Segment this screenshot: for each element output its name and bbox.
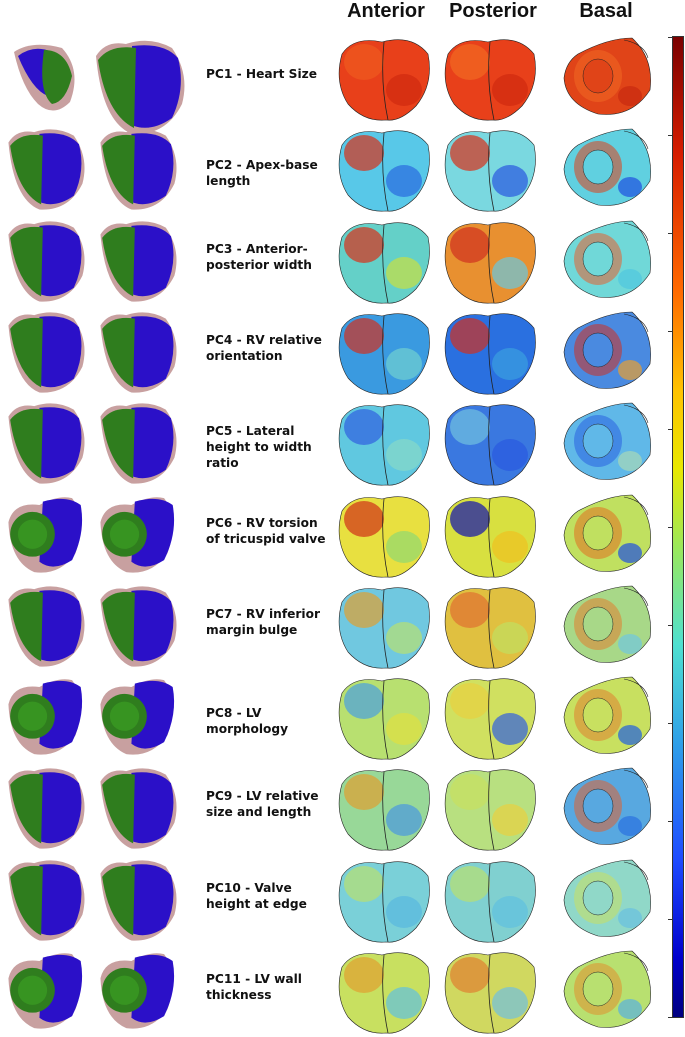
pc-row-7: PC7 - RV inferior margin bulge (0, 578, 670, 672)
pc7-label: PC7 - RV inferior margin bulge (206, 606, 320, 637)
pc6-shape-plus (100, 496, 175, 573)
pc7-shape-minus (8, 586, 85, 667)
pc9-label: PC9 - LV relative size and length (206, 789, 319, 820)
pc5-shape-minus (8, 403, 85, 484)
pc3-heatmap-posterior (444, 222, 536, 304)
pc8-label: PC8 - LV morphology (206, 706, 289, 737)
pc-row-8: PC8 - LV morphology (0, 669, 670, 763)
colorbar-tick (668, 135, 673, 136)
pc3-heatmap-anterior (338, 222, 430, 304)
pc3-heatmap-basal (563, 220, 651, 298)
pc3-shape-plus (100, 221, 177, 302)
pc4-heatmap-anterior (338, 313, 430, 395)
pc5-heatmap-anterior (338, 404, 430, 486)
pc-row-6: PC6 - RV torsion of tricuspid valve (0, 487, 670, 581)
pc4-heatmap-basal (563, 311, 651, 389)
pc10-shape-minus (8, 860, 85, 941)
pc6-heatmap-posterior (444, 495, 536, 578)
pc4-shape-minus (8, 312, 85, 393)
pc5-heatmap-basal (563, 402, 651, 480)
pc6-heatmap-basal (563, 494, 651, 572)
colorbar (668, 36, 684, 1018)
pc1-heatmap-anterior (338, 39, 430, 121)
pc2-label: PC2 - Apex-base length (206, 158, 318, 189)
column-header-anterior: Anterior (347, 0, 425, 22)
pc10-heatmap-anterior (338, 861, 430, 943)
pc3-label: PC3 - Anterior-posterior width (206, 241, 312, 272)
pc4-shape-plus (100, 312, 177, 393)
pc10-label: PC10 - Valve height at edge (206, 880, 307, 911)
pc-row-4: PC4 - RV relative orientation (0, 304, 670, 398)
colorbar-tick (668, 331, 673, 332)
pc9-shape-minus (8, 768, 85, 850)
colorbar-tick (668, 625, 673, 626)
pc8-shape-minus (8, 679, 83, 755)
pc2-heatmap-anterior (338, 130, 430, 212)
pc8-heatmap-basal (563, 676, 651, 754)
pc10-heatmap-basal (563, 859, 651, 937)
colorbar-tick (668, 37, 673, 38)
pc10-heatmap-posterior (444, 861, 536, 943)
pc2-heatmap-posterior (444, 130, 536, 212)
pc1-shape-small (14, 44, 75, 111)
colorbar-tick (668, 723, 673, 724)
pc11-heatmap-basal (563, 950, 651, 1028)
colorbar-tick (668, 821, 673, 822)
pc1-shape-large (96, 40, 185, 135)
pc4-heatmap-posterior (444, 313, 536, 395)
column-header-basal: Basal (579, 0, 633, 22)
pc2-heatmap-basal (563, 128, 651, 207)
pc7-shape-plus (100, 586, 177, 667)
pc7-heatmap-posterior (444, 587, 536, 669)
pc2-shape-plus (100, 129, 177, 210)
pc9-shape-plus (100, 768, 177, 850)
pc11-shape-plus (100, 953, 175, 1029)
pc3-shape-minus (8, 221, 85, 302)
colorbar-tick (668, 527, 673, 528)
pc11-label: PC11 - LV wall thickness (206, 972, 302, 1002)
pc1-label: PC1 - Heart Size (206, 67, 317, 81)
pc7-heatmap-anterior (338, 587, 430, 669)
pc10-shape-plus (100, 860, 177, 941)
colorbar-tick (668, 919, 673, 920)
pc8-heatmap-anterior (338, 678, 430, 760)
pc1-heatmap-basal (563, 37, 651, 115)
pc5-shape-plus (100, 403, 177, 484)
pc-row-9: PC9 - LV relative size and length (0, 760, 670, 854)
pc-row-2: PC2 - Apex-base length (0, 121, 670, 215)
pc4-label: PC4 - RV relative orientation (206, 332, 322, 363)
colorbar-tick (668, 233, 673, 234)
pc9-heatmap-basal (563, 768, 651, 846)
pc6-heatmap-anterior (338, 495, 430, 578)
pc-row-5: PC5 - Lateral height to width ratio (0, 395, 670, 489)
pc8-shape-plus (100, 679, 175, 755)
pc7-heatmap-basal (563, 585, 651, 663)
pc6-label: PC6 - RV torsion of tricuspid valve (206, 515, 326, 546)
pc-row-11: PC11 - LV wall thickness (0, 943, 670, 1037)
pc5-heatmap-posterior (444, 404, 536, 486)
pc11-heatmap-anterior (338, 952, 430, 1034)
pc6-shape-minus (8, 496, 83, 573)
pc2-shape-minus (8, 129, 85, 210)
pc5-label: PC5 - Lateral height to width ratio (206, 424, 312, 471)
colorbar-tick (668, 1017, 673, 1018)
pc8-heatmap-posterior (444, 678, 536, 760)
pc9-heatmap-anterior (338, 769, 430, 851)
pc9-heatmap-posterior (444, 769, 536, 851)
pc11-shape-minus (8, 953, 83, 1029)
pc1-heatmap-posterior (444, 39, 536, 121)
colorbar-tick (668, 429, 673, 430)
pc-row-10: PC10 - Valve height at edge (0, 852, 670, 946)
pc-row-3: PC3 - Anterior-posterior width (0, 213, 670, 307)
pc-row-1: PC1 - Heart Size (0, 30, 670, 135)
column-header-posterior: Posterior (449, 0, 537, 22)
pc11-heatmap-posterior (444, 952, 536, 1034)
